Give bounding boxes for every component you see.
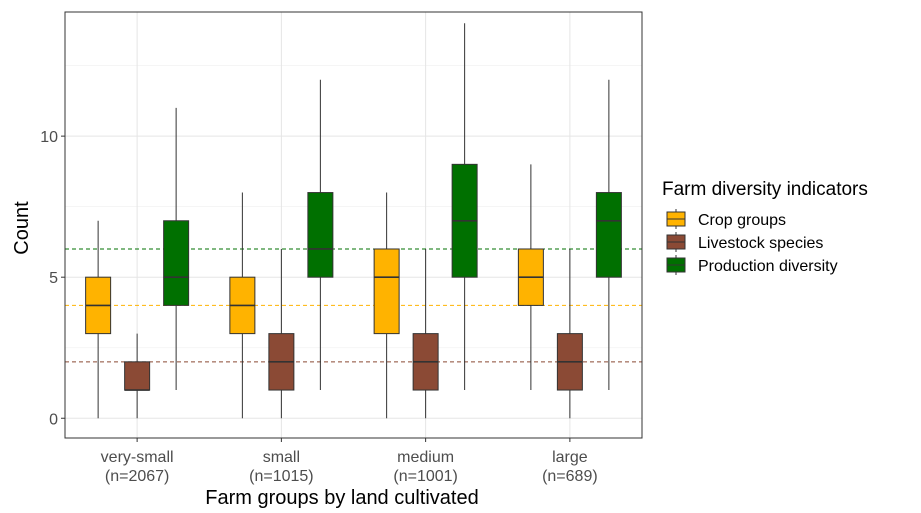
legend-item: Production diversity — [666, 255, 838, 275]
box-group — [412, 248, 439, 419]
box-group — [595, 79, 622, 391]
legend-label: Crop groups — [698, 212, 786, 229]
y-tick-label: 10 — [40, 129, 58, 146]
box-group — [163, 107, 190, 391]
x-tick-label: medium — [397, 449, 454, 466]
grid — [65, 12, 642, 438]
box-group — [124, 333, 151, 419]
y-tick-label: 0 — [49, 411, 58, 428]
box-group — [85, 220, 112, 419]
legend: Farm diversity indicators Crop groups Liv… — [662, 179, 868, 275]
legend-item: Livestock species — [666, 232, 823, 252]
boxes — [85, 23, 622, 419]
legend-label: Production diversity — [698, 258, 838, 275]
plot-panel-border — [64, 11, 643, 439]
x-tick-label: large — [552, 449, 588, 466]
box — [163, 220, 190, 306]
box-group — [229, 192, 256, 419]
box-group — [517, 164, 544, 391]
x-tick-count: (n=1015) — [249, 468, 314, 485]
box-group — [451, 23, 478, 391]
reference-lines — [65, 248, 642, 363]
x-tick-label: small — [263, 449, 300, 466]
box — [373, 248, 400, 335]
box-group — [373, 192, 400, 419]
box-group — [307, 79, 334, 391]
legend-item: Crop groups — [666, 209, 786, 229]
legend-title: Farm diversity indicators — [662, 179, 868, 200]
box-group — [556, 248, 583, 419]
x-axis-title: Farm groups by land cultivated — [205, 487, 478, 509]
y-tick-label: 5 — [49, 270, 58, 287]
axes: 0 5 10 very-small (n=2067) small (n=1015) mediu… — [40, 129, 597, 485]
box-group — [268, 248, 295, 419]
y-axis-title: Count — [11, 201, 33, 255]
legend-items: Crop groups Livestock species Production d… — [666, 209, 838, 275]
x-tick-count: (n=1001) — [393, 468, 458, 485]
box — [307, 192, 334, 278]
x-tick-label: very-small — [101, 449, 174, 466]
legend-label: Livestock species — [698, 235, 823, 252]
box — [595, 192, 622, 278]
x-tick-count: (n=689) — [542, 468, 598, 485]
x-tick-count: (n=2067) — [105, 468, 170, 485]
box — [124, 361, 151, 391]
